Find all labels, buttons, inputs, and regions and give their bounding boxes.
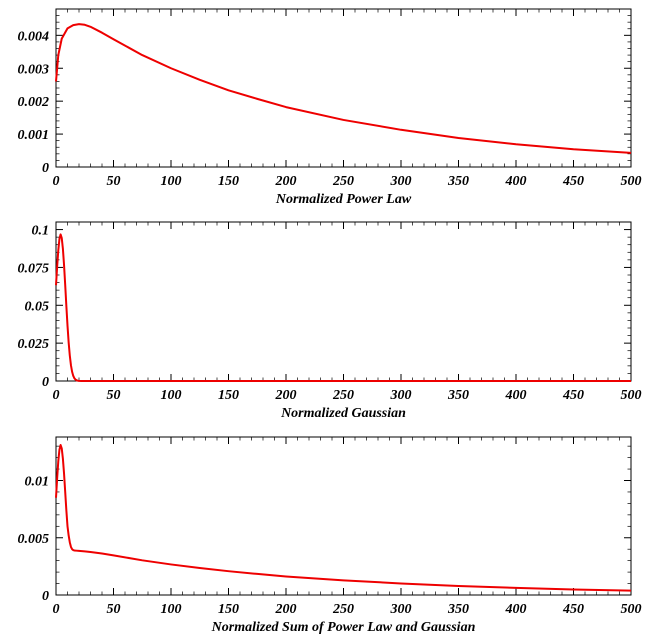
sum-x-tick-label: 500: [621, 602, 642, 617]
sum-x-tick-label: 0: [53, 602, 60, 617]
gaussian-x-tick-label: 100: [161, 388, 182, 403]
sum-x-tick-label: 350: [447, 602, 469, 617]
gaussian-x-axis-title: Normalized Gaussian: [280, 406, 406, 421]
power-law-y-tick-label: 0: [42, 161, 49, 176]
sum-x-tick-label: 50: [107, 602, 121, 617]
gaussian-x-tick-label: 150: [218, 388, 239, 403]
power-law-y-tick-label: 0.002: [18, 95, 50, 110]
power-law-x-tick-label: 0: [53, 174, 60, 189]
gaussian-x-tick-label: 400: [505, 388, 527, 403]
chart-power-law: 0 50 100 150 200 250 300 350 400 450 500 0 0.001 0.00…: [18, 8, 642, 207]
sum-y-tick-label: 0: [42, 589, 49, 604]
gaussian-x-tick-label: 0: [53, 388, 60, 403]
gaussian-y-tick-label: 0.075: [18, 261, 50, 276]
gaussian-x-tick-label: 50: [107, 388, 121, 403]
gaussian-x-tick-label: 350: [447, 388, 469, 403]
sum-x-tick-label: 450: [562, 602, 584, 617]
sum-y-tick-label: 0.01: [25, 475, 50, 490]
power-law-y-tick-label: 0.001: [18, 128, 50, 143]
power-law-x-tick-label: 100: [161, 174, 182, 189]
gaussian-x-tick-label: 250: [332, 388, 354, 403]
sum-series-line: [55, 444, 632, 592]
sum-x-tick-label: 100: [161, 602, 182, 617]
power-law-x-tick-label: 300: [390, 174, 412, 189]
gaussian-x-tick-label: 450: [562, 388, 584, 403]
power-law-x-tick-label: 250: [332, 174, 354, 189]
power-law-x-tick-label: 450: [562, 174, 584, 189]
sum-x-tick-label: 400: [505, 602, 527, 617]
gaussian-y-tick-label: 0.05: [25, 299, 50, 314]
gaussian-y-tick-label: 0.025: [18, 337, 50, 352]
sum-x-tick-label: 300: [390, 602, 412, 617]
sum-x-axis-title: Normalized Sum of Power Law and Gaussian: [211, 620, 476, 635]
power-law-y-tick-label: 0.004: [18, 29, 50, 44]
gaussian-y-tick-label: 0.1: [32, 224, 50, 239]
power-law-x-tick-label: 150: [218, 174, 239, 189]
power-law-series-line: [55, 23, 632, 154]
power-law-x-tick-label: 500: [621, 174, 642, 189]
sum-x-tick-label: 250: [332, 602, 354, 617]
power-law-x-tick-label: 350: [447, 174, 469, 189]
power-law-x-tick-label: 200: [275, 174, 297, 189]
power-law-x-tick-label: 400: [505, 174, 527, 189]
sum-x-tick-label: 200: [275, 602, 297, 617]
gaussian-x-tick-label: 200: [275, 388, 297, 403]
gaussian-series-line: [55, 233, 631, 382]
gaussian-y-tick-label: 0: [42, 375, 49, 390]
chart-gaussian: 0 50 100 150 200 250 300 350 400 450 500 0 0.025 0.05…: [18, 221, 642, 421]
power-law-frame: [55, 8, 632, 168]
power-law-x-axis-title: Normalized Power Law: [275, 192, 412, 207]
sum-y-tick-label: 0.005: [18, 532, 50, 547]
sum-x-tick-label: 150: [218, 602, 239, 617]
gaussian-x-tick-label: 300: [390, 388, 412, 403]
power-law-x-tick-label: 50: [107, 174, 121, 189]
power-law-y-tick-label: 0.003: [18, 62, 50, 77]
gaussian-frame: [55, 221, 632, 382]
sum-frame: [55, 436, 632, 596]
chart-sum: 0 50 100 150 200 250 300 350 400 450 500 0 0.005 0.01…: [18, 436, 642, 635]
gaussian-x-tick-label: 500: [621, 388, 642, 403]
